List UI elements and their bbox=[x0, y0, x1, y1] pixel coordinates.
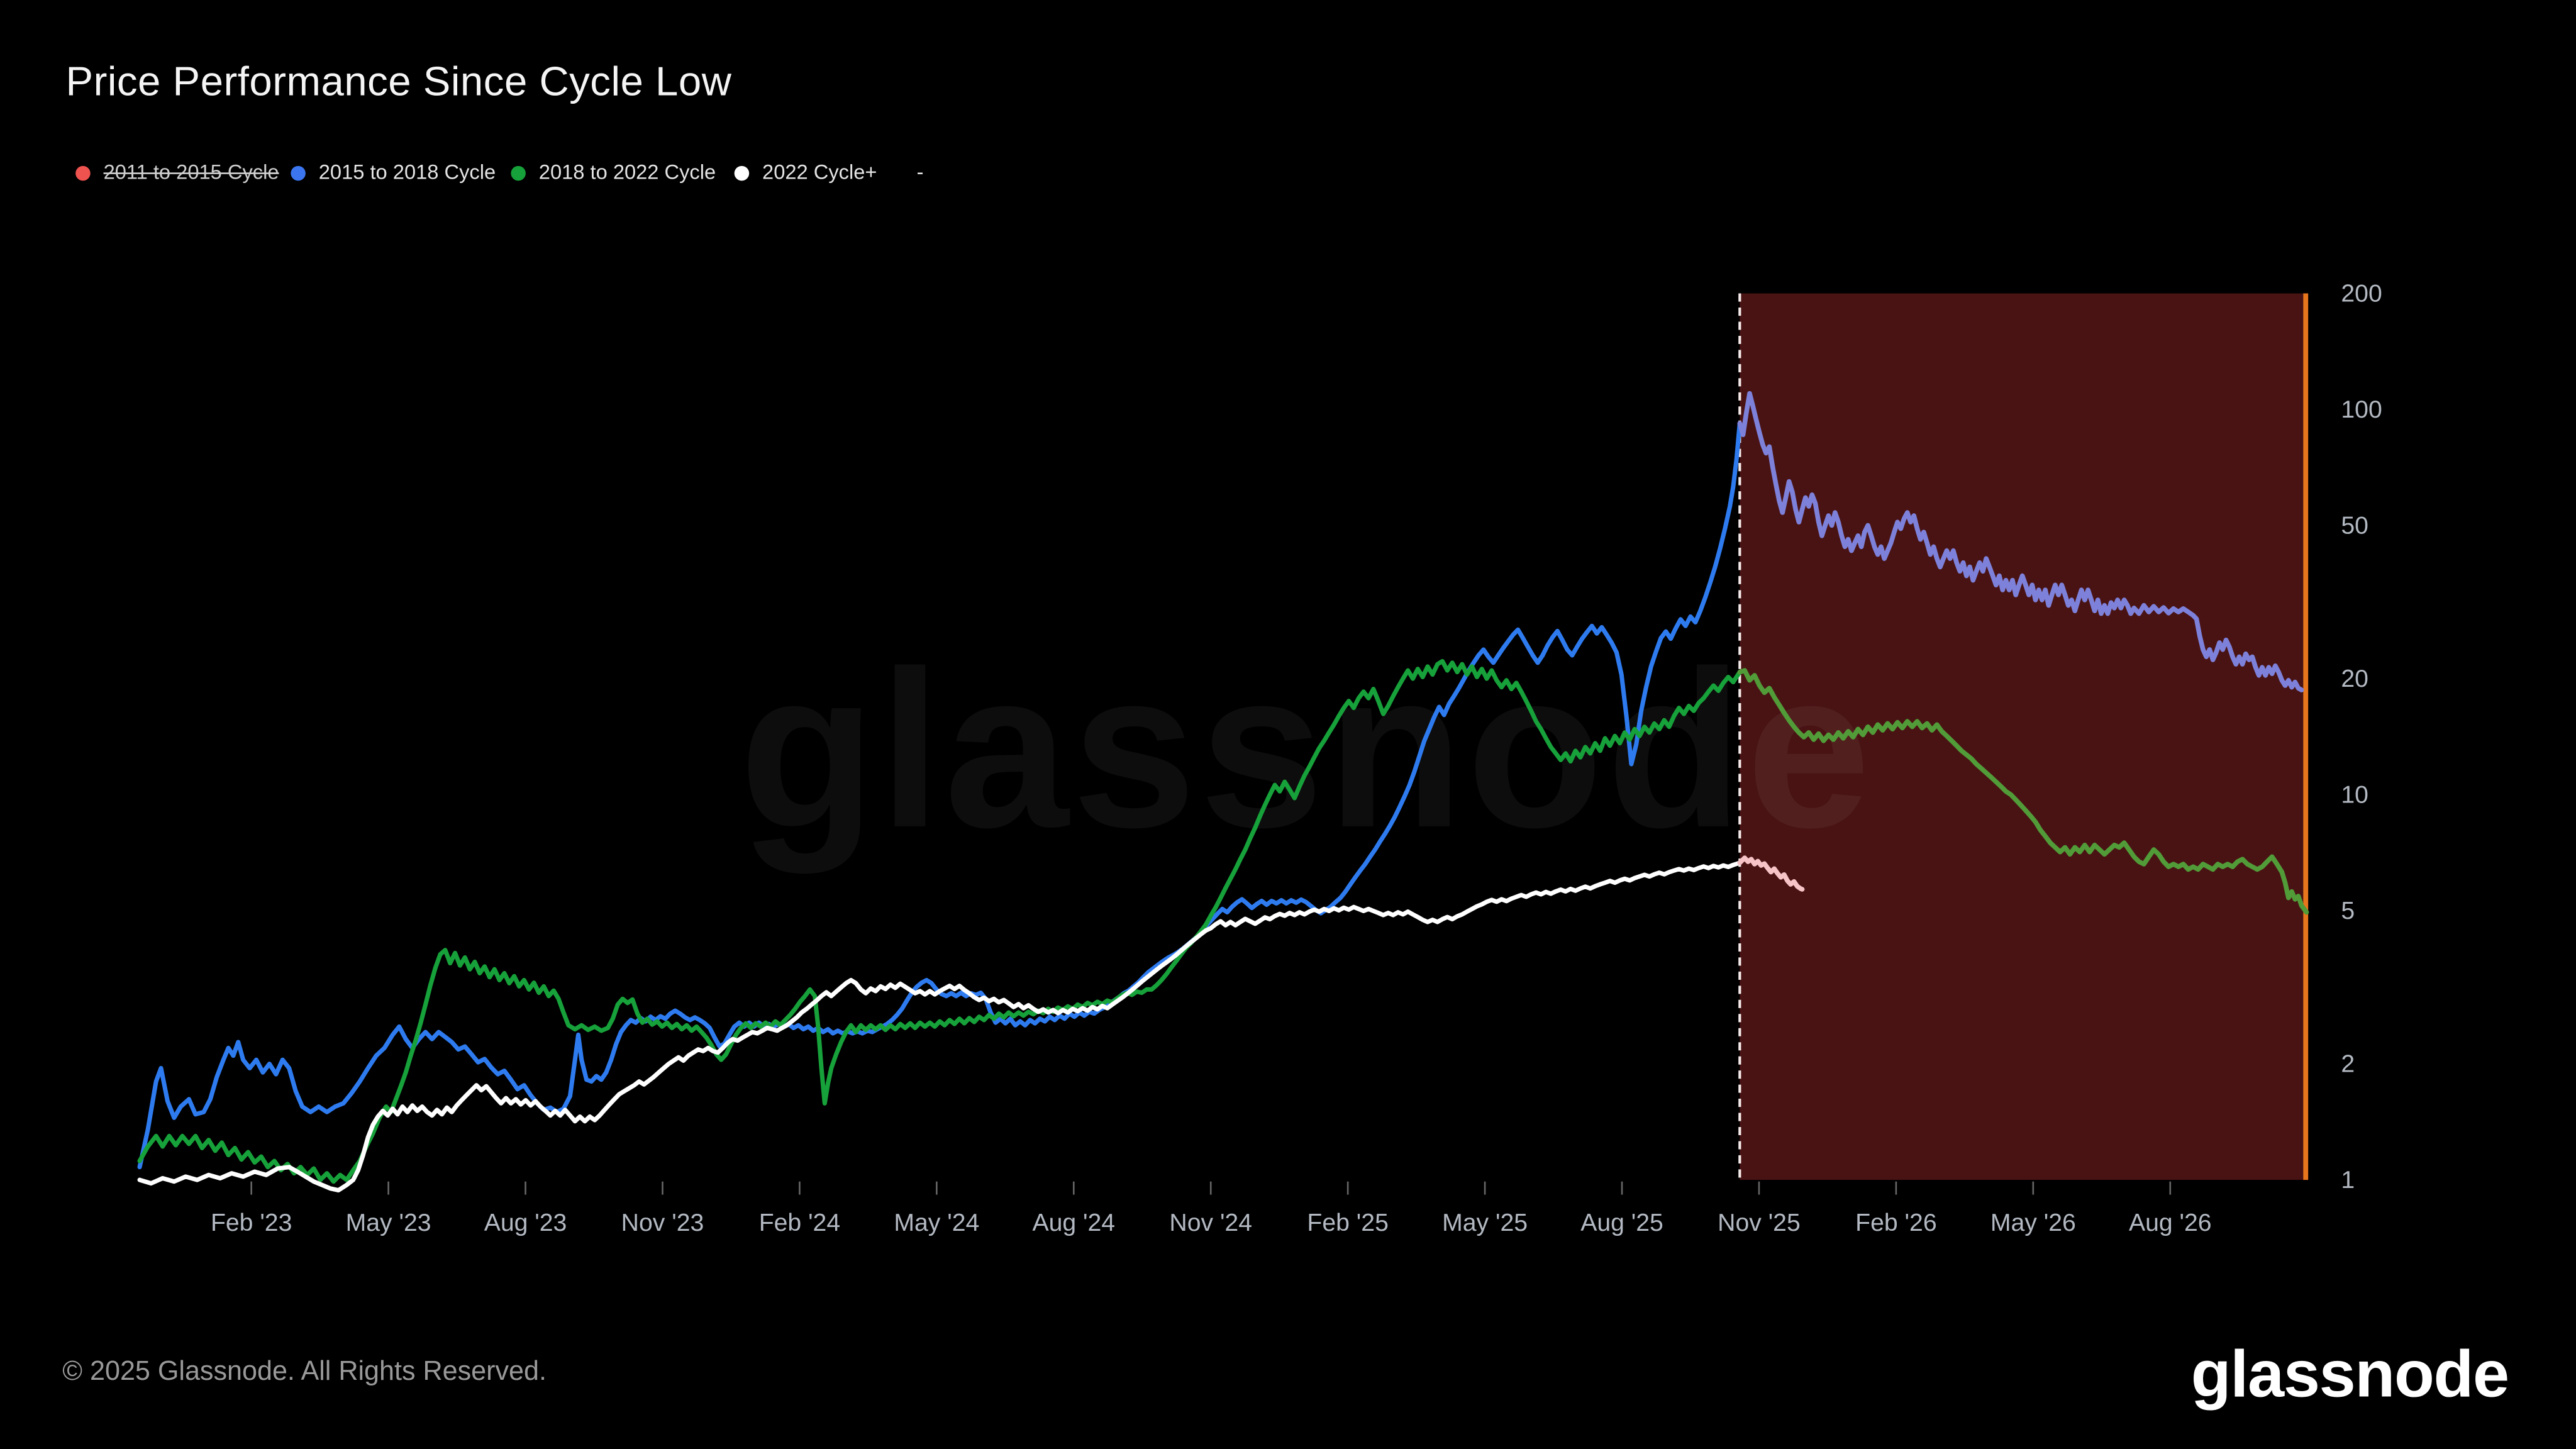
legend-label: 2022 Cycle+ bbox=[762, 160, 877, 184]
y-axis-label: 100 bbox=[2341, 396, 2382, 423]
copyright-text: © 2025 Glassnode. All Rights Reserved. bbox=[62, 1357, 547, 1387]
legend: 2011 to 2015 Cycle 2015 to 2018 Cycle 20… bbox=[0, 159, 2576, 189]
series-cycle-2022-plus-projected bbox=[1737, 855, 1805, 892]
legend-label: 2015 to 2018 Cycle bbox=[318, 160, 496, 184]
x-axis-label: Nov '23 bbox=[621, 1209, 704, 1236]
y-axis-label: 1 bbox=[2341, 1167, 2355, 1194]
x-axis-label: Feb '23 bbox=[211, 1209, 292, 1236]
x-axis-label: Aug '23 bbox=[484, 1209, 567, 1236]
legend-item-2015-2018-cycle[interactable]: 2015 to 2018 Cycle bbox=[291, 159, 496, 186]
x-axis-label: Aug '24 bbox=[1032, 1209, 1115, 1236]
x-axis-label: Aug '25 bbox=[1580, 1209, 1663, 1236]
legend-dot-white-icon bbox=[734, 165, 750, 180]
legend-dot-red-icon bbox=[75, 165, 91, 180]
series-cycle-2018-2022-past bbox=[137, 658, 1742, 1184]
legend-label: 2011 to 2015 Cycle bbox=[103, 160, 279, 184]
x-axis-label: May '24 bbox=[894, 1209, 979, 1236]
x-axis-label: Feb '25 bbox=[1307, 1209, 1388, 1236]
legend-item-empty[interactable]: - bbox=[917, 159, 924, 186]
x-axis-label: May '25 bbox=[1442, 1209, 1528, 1236]
x-axis-label: Nov '24 bbox=[1169, 1209, 1252, 1236]
x-axis-label: Aug '26 bbox=[2129, 1209, 2212, 1236]
series-cycle-2015-2018-projected bbox=[1737, 391, 2304, 692]
series-cycle-2022-plus-past bbox=[137, 860, 1742, 1193]
page-title: Price Performance Since Cycle Low bbox=[65, 59, 732, 106]
x-axis-label: May '26 bbox=[1990, 1209, 2076, 1236]
legend-label: 2018 to 2022 Cycle bbox=[538, 160, 716, 184]
y-axis-label: 50 bbox=[2341, 512, 2368, 539]
legend-item-2018-2022-cycle[interactable]: 2018 to 2022 Cycle bbox=[511, 159, 716, 186]
y-axis-label: 2 bbox=[2341, 1051, 2355, 1078]
x-axis-label: May '23 bbox=[346, 1209, 431, 1236]
legend-label: - bbox=[916, 160, 924, 184]
x-axis-label: Nov '25 bbox=[1718, 1209, 1801, 1236]
legend-item-2022-cycle-plus[interactable]: 2022 Cycle+ bbox=[734, 159, 877, 186]
x-axis-label: Feb '26 bbox=[1855, 1209, 1936, 1236]
legend-dot-blue-icon bbox=[291, 165, 306, 180]
legend-item-2011-2015-cycle[interactable]: 2011 to 2015 Cycle bbox=[75, 159, 279, 186]
y-axis-label: 200 bbox=[2341, 280, 2382, 308]
series-cycle-2018-2022-projected bbox=[1737, 668, 2309, 915]
legend-dot-green-icon bbox=[511, 165, 526, 180]
y-axis-label: 10 bbox=[2341, 782, 2368, 809]
x-axis-label: Feb '24 bbox=[759, 1209, 840, 1236]
series-cycle-2015-2018-past bbox=[137, 421, 1742, 1170]
glassnode-watermark: glassnode bbox=[739, 625, 1874, 875]
y-axis-label: 5 bbox=[2341, 897, 2355, 924]
y-axis-label: 20 bbox=[2341, 665, 2368, 692]
glassnode-logo: glassnode bbox=[2190, 1338, 2509, 1411]
